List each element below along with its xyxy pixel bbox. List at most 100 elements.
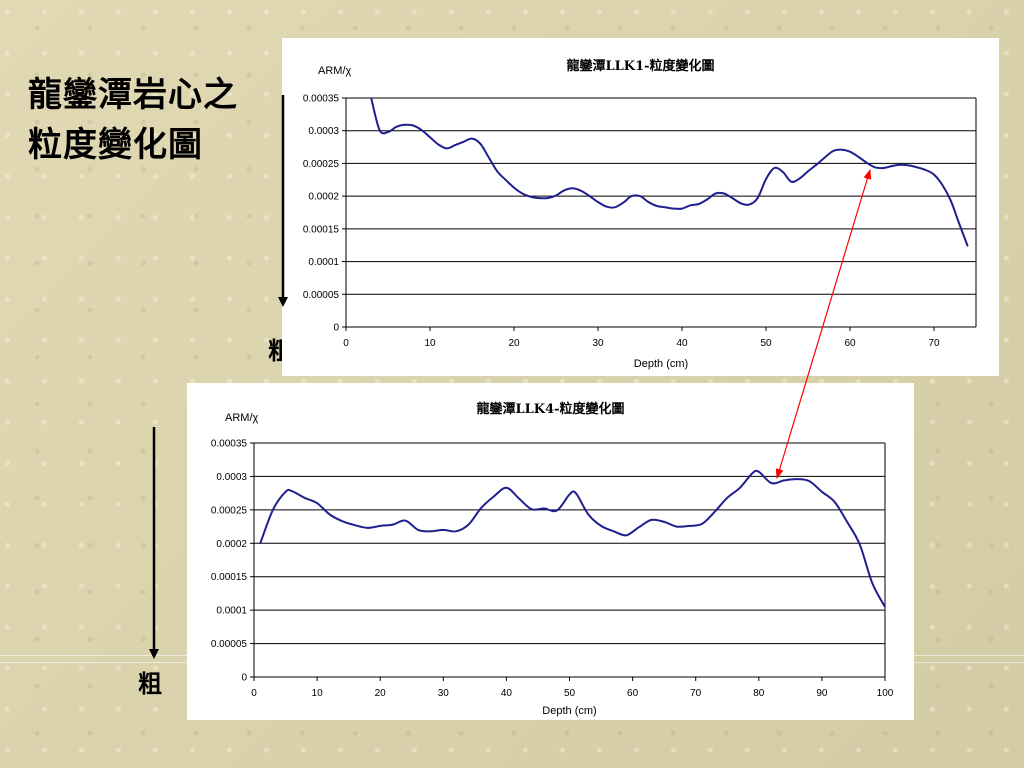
data-point [429,530,432,533]
data-point [429,136,431,139]
data-point [555,194,557,197]
data-point [807,170,809,173]
data-point [442,529,445,531]
data-point [412,124,414,127]
data-point [882,167,885,169]
data-point [420,129,423,131]
x-tick-label: 40 [501,688,513,699]
data-point [647,201,650,203]
x-tick-label: 70 [928,338,940,349]
data-point [471,137,473,140]
x-tick-label: 60 [627,688,639,699]
data-point [756,197,759,199]
x-axis-label: Depth (cm) [542,705,596,717]
data-point [395,125,398,128]
data-point [908,164,910,167]
data-point [580,190,582,192]
data-point [770,482,773,484]
data-point [866,161,868,164]
x-tick-label: 30 [438,688,450,699]
data-point [966,245,969,247]
data-point [568,493,571,496]
x-tick-label: 50 [760,338,772,349]
data-point [446,147,448,150]
data-point [821,491,823,493]
y-tick-label: 0 [241,673,247,684]
data-point [530,195,532,198]
data-point [303,497,306,499]
data-point [924,169,927,171]
data-point [587,513,590,516]
y-tick-label: 0.0003 [216,472,247,483]
data-point [417,529,419,531]
data-point [663,521,665,523]
data-point [404,124,406,126]
data-point [530,508,533,510]
y-tick-label: 0.00015 [303,224,340,235]
y-axis-label: ARM/χ [318,65,352,77]
data-point [884,606,886,608]
data-point [538,197,540,199]
y-tick-label: 0.00035 [303,94,340,105]
x-tick-label: 20 [508,338,520,349]
data-point [354,524,356,527]
data-point [933,173,935,176]
data-point [783,479,785,482]
chart-llk4: 龍鑾潭LLK4-粒度變化圖 ARM/χ Depth (cm) 0 0.00005 0.00… [211,401,894,717]
y-tick-label: 0.00025 [303,159,340,170]
data-point [664,206,666,209]
x-tick-label: 40 [676,338,688,349]
data-point [543,507,546,510]
data-point [672,207,675,210]
data-point [726,497,729,499]
data-point [840,148,843,151]
data-point [688,525,691,527]
x-tick-label: 10 [424,338,436,349]
data-point [698,203,700,205]
y-tick-label: 0.0001 [216,606,247,617]
slide-title: 龍鑾潭岩心之 粒度變化圖 [28,70,238,170]
data-point [625,534,628,537]
y-tick-label: 0.0002 [216,539,247,550]
data-point [958,222,960,225]
data-point [600,525,602,527]
data-point [612,530,615,533]
chart-panel-llk1: 龍鑾潭LLK1-粒度變化圖 ARM/χ Depth (cm) 0 0.00005 0.00… [282,38,999,376]
data-point [597,201,599,203]
x-tick-label: 60 [844,338,856,349]
y-tick-label: 0.00015 [211,572,248,583]
data-point [614,206,616,209]
data-point [846,521,848,523]
data-point [392,523,394,526]
data-point [488,156,490,159]
data-point [378,129,381,131]
data-point [824,156,826,159]
data-point [504,178,507,181]
data-point [874,166,876,169]
data-point [723,192,725,195]
data-point [815,163,818,166]
data-point [706,198,708,201]
data-point [518,497,520,500]
y-tick-label: 0 [333,323,339,334]
x-axis-label: Depth (cm) [634,358,688,370]
data-point [656,205,658,207]
data-point [751,472,754,474]
data-point [639,195,641,197]
x-tick-label: 0 [251,688,257,699]
data-point [833,501,836,503]
data-point [455,530,457,533]
data-point [505,486,508,489]
y-tick-label: 0.0003 [308,126,339,137]
data-point [437,143,440,146]
data-point [891,165,893,167]
x-tick-label: 100 [877,688,894,699]
data-point [521,192,524,195]
data-point [370,97,372,99]
x-tick-label: 50 [564,688,576,699]
data-point [798,177,801,180]
data-point [714,192,717,195]
data-point [849,150,851,153]
data-point [588,195,591,197]
data-point [404,519,407,522]
